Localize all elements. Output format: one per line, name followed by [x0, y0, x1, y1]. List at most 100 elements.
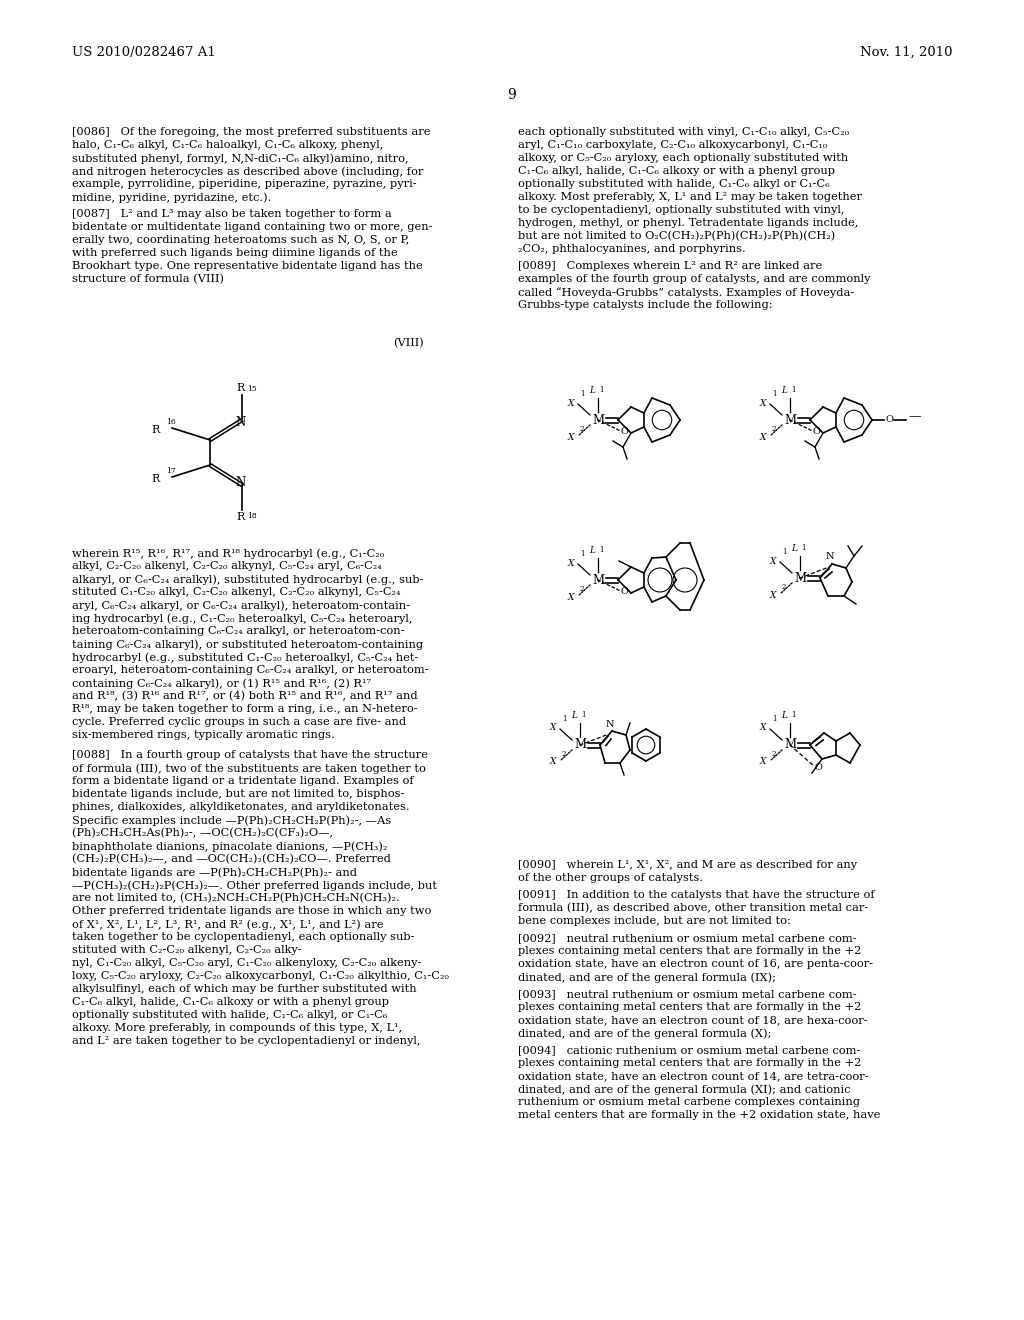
Text: bidentate or multidentate ligand containing two or more, gen-: bidentate or multidentate ligand contain… — [72, 222, 432, 232]
Text: [0086]   Of the foregoing, the most preferred substituents are: [0086] Of the foregoing, the most prefer… — [72, 127, 430, 137]
Text: alkylsulfinyl, each of which may be further substituted with: alkylsulfinyl, each of which may be furt… — [72, 983, 417, 994]
Text: taining C₆-C₂₄ alkaryl), or substituted heteroatom-containing: taining C₆-C₂₄ alkaryl), or substituted … — [72, 639, 423, 649]
Text: examples of the fourth group of catalysts, and are commonly: examples of the fourth group of catalyst… — [518, 275, 870, 284]
Text: X: X — [567, 433, 574, 441]
Text: example, pyrrolidine, piperidine, piperazine, pyrazine, pyri-: example, pyrrolidine, piperidine, pipera… — [72, 180, 417, 189]
Text: [0090]   wherein L¹, X¹, X², and M are as described for any: [0090] wherein L¹, X¹, X², and M are as … — [518, 861, 857, 870]
Text: Brookhart type. One representative bidentate ligand has the: Brookhart type. One representative biden… — [72, 261, 423, 271]
Text: 1: 1 — [581, 711, 586, 719]
Text: optionally substituted with halide, C₁-C₆ alkyl or C₁-C₆: optionally substituted with halide, C₁-C… — [518, 180, 829, 189]
Text: M: M — [794, 572, 806, 585]
Text: X: X — [567, 593, 574, 602]
Text: containing C₆-C₂₄ alkaryl), or (1) R¹⁵ and R¹⁶, (2) R¹⁷: containing C₆-C₂₄ alkaryl), or (1) R¹⁵ a… — [72, 678, 371, 689]
Text: aryl, C₁-C₁₀ carboxylate, C₂-C₁₀ alkoxycarbonyl, C₁-C₁₀: aryl, C₁-C₁₀ carboxylate, C₂-C₁₀ alkoxyc… — [518, 140, 827, 150]
Text: each optionally substituted with vinyl, C₁-C₁₀ alkyl, C₅-C₂₀: each optionally substituted with vinyl, … — [518, 127, 849, 137]
Text: (Ph)₂CH₂CH₂As(Ph)₂-, —OC(CH₂)₂C(CF₃)₂O—,: (Ph)₂CH₂CH₂As(Ph)₂-, —OC(CH₂)₂C(CF₃)₂O—, — [72, 828, 333, 838]
Text: C₁-C₆ alkyl, halide, C₁-C₆ alkoxy or with a phenyl group: C₁-C₆ alkyl, halide, C₁-C₆ alkoxy or wit… — [518, 166, 835, 176]
Text: X: X — [760, 723, 766, 733]
Text: X: X — [567, 399, 574, 408]
Text: 9: 9 — [508, 88, 516, 102]
Text: nyl, C₁-C₂₀ alkyl, C₅-C₂₀ aryl, C₁-C₂₀ alkenyloxy, C₂-C₂₀ alkeny-: nyl, C₁-C₂₀ alkyl, C₅-C₂₀ aryl, C₁-C₂₀ a… — [72, 958, 421, 968]
Text: aryl, C₆-C₂₄ alkaryl, or C₆-C₂₄ aralkyl), heteroatom-contain-: aryl, C₆-C₂₄ alkaryl, or C₆-C₂₄ aralkyl)… — [72, 601, 410, 611]
Text: structure of formula (VIII): structure of formula (VIII) — [72, 275, 224, 284]
Text: 1: 1 — [791, 711, 796, 719]
Text: M: M — [784, 413, 796, 426]
Text: R: R — [152, 474, 160, 484]
Text: M: M — [592, 413, 604, 426]
Text: [0089]   Complexes wherein L² and R² are linked are: [0089] Complexes wherein L² and R² are l… — [518, 261, 822, 271]
Text: [0087]   L² and L³ may also be taken together to form a: [0087] L² and L³ may also be taken toget… — [72, 209, 392, 219]
Text: O: O — [814, 763, 822, 771]
Text: X: X — [550, 723, 556, 733]
Text: 16: 16 — [166, 418, 176, 426]
Text: form a bidentate ligand or a tridentate ligand. Examples of: form a bidentate ligand or a tridentate … — [72, 776, 414, 785]
Text: X: X — [760, 433, 766, 441]
Text: R: R — [152, 425, 160, 436]
Text: phines, dialkoxides, alkyldiketonates, and aryldiketonates.: phines, dialkoxides, alkyldiketonates, a… — [72, 803, 410, 812]
Text: loxy, C₅-C₂₀ aryloxy, C₂-C₂₀ alkoxycarbonyl, C₁-C₂₀ alkylthio, C₁-C₂₀: loxy, C₅-C₂₀ aryloxy, C₂-C₂₀ alkoxycarbo… — [72, 972, 449, 981]
Text: N: N — [825, 552, 835, 561]
Text: binaphtholate dianions, pinacolate dianions, —P(CH₃)₂: binaphtholate dianions, pinacolate diani… — [72, 841, 387, 851]
Text: M: M — [573, 738, 586, 751]
Text: X: X — [760, 399, 766, 408]
Text: formula (III), as described above, other transition metal car-: formula (III), as described above, other… — [518, 903, 868, 913]
Text: L: L — [781, 711, 787, 719]
Text: L: L — [571, 711, 577, 719]
Text: cycle. Preferred cyclic groups in such a case are five- and: cycle. Preferred cyclic groups in such a… — [72, 717, 407, 727]
Text: are not limited to, (CH₃)₂NCH₂CH₂P(Ph)CH₂CH₂N(CH₃)₂.: are not limited to, (CH₃)₂NCH₂CH₂P(Ph)CH… — [72, 894, 399, 903]
Text: and L² are taken together to be cyclopentadienyl or indenyl,: and L² are taken together to be cyclopen… — [72, 1036, 421, 1045]
Text: 1: 1 — [562, 715, 566, 723]
Text: 1: 1 — [580, 389, 585, 399]
Text: US 2010/0282467 A1: US 2010/0282467 A1 — [72, 46, 216, 59]
Text: L: L — [791, 544, 797, 553]
Text: X: X — [550, 758, 556, 767]
Text: plexes containing metal centers that are formally in the +2: plexes containing metal centers that are… — [518, 1059, 861, 1068]
Text: O: O — [813, 426, 820, 436]
Text: 1: 1 — [599, 385, 603, 393]
Text: 2: 2 — [782, 583, 786, 591]
Text: —: — — [908, 411, 921, 424]
Text: M: M — [592, 573, 604, 586]
Text: bidentate ligands are —P(Ph)₂CH₂CH₂P(Ph)₂- and: bidentate ligands are —P(Ph)₂CH₂CH₂P(Ph)… — [72, 867, 357, 878]
Text: 1: 1 — [580, 550, 585, 558]
Text: 2: 2 — [772, 425, 776, 433]
Text: ing hydrocarbyl (e.g., C₁-C₂₀ heteroalkyl, C₅-C₂₄ heteroaryl,: ing hydrocarbyl (e.g., C₁-C₂₀ heteroalky… — [72, 612, 413, 623]
Text: taken together to be cyclopentadienyl, each optionally sub-: taken together to be cyclopentadienyl, e… — [72, 932, 415, 942]
Text: midine, pyridine, pyridazine, etc.).: midine, pyridine, pyridazine, etc.). — [72, 191, 271, 202]
Text: to be cyclopentadienyl, optionally substituted with vinyl,: to be cyclopentadienyl, optionally subst… — [518, 205, 845, 215]
Text: R¹⁸, may be taken together to form a ring, i.e., an N-hetero-: R¹⁸, may be taken together to form a rin… — [72, 704, 418, 714]
Text: called “Hoveyda-Grubbs” catalysts. Examples of Hoveyda-: called “Hoveyda-Grubbs” catalysts. Examp… — [518, 286, 854, 298]
Text: alkoxy. Most preferably, X, L¹ and L² may be taken together: alkoxy. Most preferably, X, L¹ and L² ma… — [518, 191, 862, 202]
Text: of formula (III), two of the substituents are taken together to: of formula (III), two of the substituent… — [72, 763, 426, 774]
Text: 1: 1 — [791, 385, 796, 393]
Text: N: N — [236, 477, 246, 490]
Text: alkaryl, or C₆-C₂₄ aralkyl), substituted hydrocarbyl (e.g., sub-: alkaryl, or C₆-C₂₄ aralkyl), substituted… — [72, 574, 424, 585]
Text: plexes containing metal centers that are formally in the +2: plexes containing metal centers that are… — [518, 946, 861, 956]
Text: halo, C₁-C₆ alkyl, C₁-C₆ haloalkyl, C₁-C₆ alkoxy, phenyl,: halo, C₁-C₆ alkyl, C₁-C₆ haloalkyl, C₁-C… — [72, 140, 383, 150]
Text: stituted C₁-C₂₀ alkyl, C₂-C₂₀ alkenyl, C₂-C₂₀ alkynyl, C₅-C₂₄: stituted C₁-C₂₀ alkyl, C₂-C₂₀ alkenyl, C… — [72, 587, 400, 597]
Text: oxidation state, have an electron count of 16, are penta-coor-: oxidation state, have an electron count … — [518, 960, 873, 969]
Text: [0091]   In addition to the catalysts that have the structure of: [0091] In addition to the catalysts that… — [518, 890, 874, 900]
Text: six-membered rings, typically aromatic rings.: six-membered rings, typically aromatic r… — [72, 730, 335, 741]
Text: 18: 18 — [247, 512, 257, 520]
Text: L: L — [589, 385, 595, 395]
Text: Specific examples include —P(Ph)₂CH₂CH₂P(Ph)₂-, —As: Specific examples include —P(Ph)₂CH₂CH₂P… — [72, 814, 391, 825]
Text: X: X — [760, 758, 766, 767]
Text: and nitrogen heterocycles as described above (including, for: and nitrogen heterocycles as described a… — [72, 166, 423, 177]
Text: dinated, and are of the general formula (X);: dinated, and are of the general formula … — [518, 1028, 771, 1039]
Text: O: O — [621, 426, 629, 436]
Text: L: L — [589, 546, 595, 554]
Text: ₂CO₂, phthalocyanines, and porphyrins.: ₂CO₂, phthalocyanines, and porphyrins. — [518, 244, 745, 253]
Text: 1: 1 — [801, 544, 806, 552]
Text: optionally substituted with halide, C₁-C₆ alkyl, or C₁-C₆: optionally substituted with halide, C₁-C… — [72, 1010, 387, 1020]
Text: 2: 2 — [772, 750, 776, 758]
Text: metal centers that are formally in the +2 oxidation state, have: metal centers that are formally in the +… — [518, 1110, 881, 1119]
Text: [0088]   In a fourth group of catalysts that have the structure: [0088] In a fourth group of catalysts th… — [72, 750, 428, 760]
Text: N: N — [236, 416, 246, 429]
Text: hydrocarbyl (e.g., substituted C₁-C₂₀ heteroalkyl, C₅-C₂₄ het-: hydrocarbyl (e.g., substituted C₁-C₂₀ he… — [72, 652, 419, 663]
Text: hydrogen, methyl, or phenyl. Tetradentate ligands include,: hydrogen, methyl, or phenyl. Tetradentat… — [518, 218, 858, 228]
Text: but are not limited to O₂C(CH₂)₂P(Ph)(CH₂)₂P(Ph)(CH₂): but are not limited to O₂C(CH₂)₂P(Ph)(CH… — [518, 231, 836, 242]
Text: alkyl, C₂-C₂₀ alkenyl, C₂-C₂₀ alkynyl, C₅-C₂₄ aryl, C₆-C₂₄: alkyl, C₂-C₂₀ alkenyl, C₂-C₂₀ alkynyl, C… — [72, 561, 382, 572]
Text: [0093]   neutral ruthenium or osmium metal carbene com-: [0093] neutral ruthenium or osmium metal… — [518, 989, 857, 999]
Text: R: R — [237, 383, 245, 393]
